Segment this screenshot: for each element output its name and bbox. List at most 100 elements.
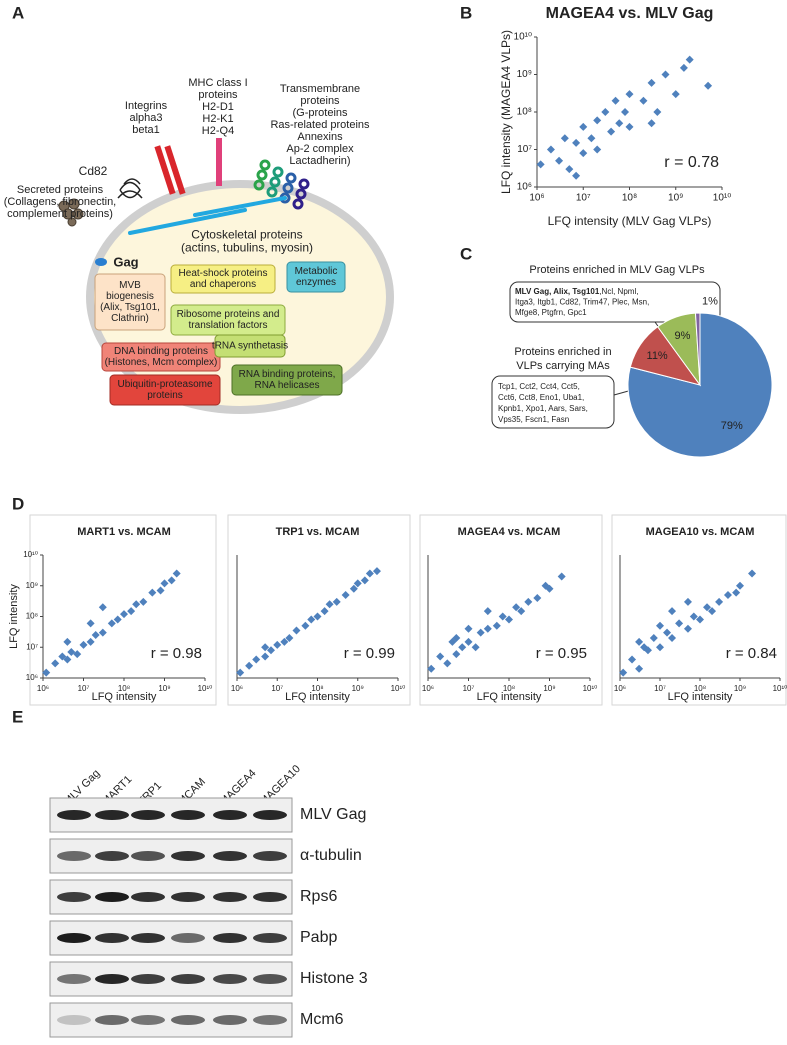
scatter-point (464, 637, 473, 646)
scatter-point (560, 134, 569, 143)
scatter-point (625, 90, 634, 99)
blot-band (253, 892, 287, 902)
scatter-point (58, 652, 67, 661)
annotation: r = 0.99 (344, 645, 395, 662)
scatter-point (267, 646, 276, 655)
scatter-point (452, 633, 461, 642)
x-tick-label: 10¹⁰ (391, 684, 406, 693)
blot-band (171, 851, 205, 861)
scatter-point (517, 607, 526, 616)
row-label: Histone 3 (300, 970, 368, 987)
scatter-point (621, 108, 630, 116)
blot-band (253, 851, 287, 861)
x-tick-label: 10⁹ (352, 684, 364, 693)
scatter-point (615, 119, 624, 128)
diagram-label: H2-D1 (202, 101, 234, 113)
blot-band (131, 933, 165, 943)
data-label: 9% (674, 330, 690, 342)
scatter-point (73, 650, 82, 659)
x-tick-label: 10¹⁰ (583, 684, 598, 693)
annotation: r = 0.95 (536, 645, 587, 662)
scatter-point (91, 631, 100, 640)
chart-title: TRP1 vs. MCAM (276, 526, 360, 538)
annotation-box (491, 375, 615, 429)
diagram-label: complement proteins) (7, 208, 113, 220)
x-axis-label: LFQ intensity (92, 691, 157, 703)
annotation-text: ,Ncl, Npml, (599, 287, 638, 296)
blot-band (213, 851, 247, 861)
scatter-point (557, 572, 566, 581)
blot-band (131, 810, 165, 820)
diagram-box (286, 261, 346, 293)
x-tick-label: 10⁸ (622, 193, 637, 204)
scatter-point (307, 615, 316, 624)
scatter-point (689, 612, 698, 621)
scatter-point (476, 628, 485, 637)
scatter-point (593, 116, 602, 125)
scatter-point (79, 640, 88, 649)
scatter-point (42, 668, 51, 677)
scatter-point (656, 621, 664, 630)
y-tick-label: 10⁸ (517, 107, 532, 118)
scatter-point (536, 160, 545, 169)
annotation-text: Cct6, Cct8, Eno1, Uba1, (498, 393, 584, 402)
box-label: RNA binding proteins, (239, 369, 336, 380)
scatter-point (325, 600, 334, 609)
scatter-point (160, 579, 169, 588)
chart-title: MAGEA10 vs. MCAM (646, 526, 755, 538)
scatter-point (512, 603, 521, 612)
scatter-point (252, 655, 261, 664)
scatter-point (261, 652, 270, 661)
scatter-point (647, 78, 656, 87)
blot-band (131, 974, 165, 984)
scatter-point (492, 621, 501, 630)
scatter-point (635, 664, 644, 673)
scatter-point (533, 593, 542, 602)
annotation-text: MLV Gag, Alix, Tsg101,Ncl, Npml, (515, 287, 638, 296)
scatter-point (245, 661, 254, 670)
diagram-label: proteins (300, 95, 340, 107)
scatter-point (107, 619, 116, 628)
box-label: (Histones, Mcm complex) (105, 357, 218, 368)
annotation: Proteins enriched in MLV Gag VLPs (529, 264, 705, 276)
blot-band (95, 933, 129, 943)
data-label: 1% (702, 295, 718, 307)
annotation: VLPs carrying MAs (516, 360, 610, 372)
panel-label: E (12, 707, 23, 726)
secreted (58, 198, 84, 227)
scatter-point (360, 576, 369, 585)
box-label: Ubiquitin-proteasome (117, 379, 212, 390)
y-tick-label: 10⁶ (517, 182, 532, 193)
scatter-point (703, 603, 712, 612)
blot-band (57, 892, 91, 902)
scatter-point (98, 603, 107, 612)
scatter-point (619, 668, 628, 677)
scatter-point (236, 668, 245, 677)
scatter-point (273, 640, 282, 649)
scatter-point (663, 628, 672, 637)
scatter-point (601, 108, 610, 116)
blot-band (171, 1015, 205, 1025)
scatter-point (555, 156, 564, 165)
scatter-point (365, 569, 374, 578)
scatter-point (587, 134, 596, 143)
x-tick-label: 10⁷ (78, 684, 90, 693)
blot-band (213, 810, 247, 820)
scatter-point (715, 597, 724, 606)
y-tick-label: 10⁷ (26, 642, 38, 651)
scatter-point (679, 63, 688, 72)
blot-band (253, 1015, 287, 1025)
x-tick-label: 10⁹ (158, 684, 170, 693)
y-tick-label: 10⁸ (26, 612, 38, 621)
scatter-point (51, 659, 60, 668)
blot-band (131, 1015, 165, 1025)
blot-band (213, 892, 247, 902)
annotation-text: Kpnb1, Xpo1, Aars, Sars, (498, 404, 588, 413)
scatter-point (635, 637, 644, 646)
x-tick-label: 10⁸ (694, 684, 706, 693)
diagram-label: proteins (198, 89, 238, 101)
diagram-label: Transmembrane (280, 83, 360, 95)
scatter-point (113, 615, 122, 624)
diagram-box (109, 374, 221, 406)
y-axis-label: LFQ intensity (MAGEA4 VLPs) (499, 30, 513, 194)
